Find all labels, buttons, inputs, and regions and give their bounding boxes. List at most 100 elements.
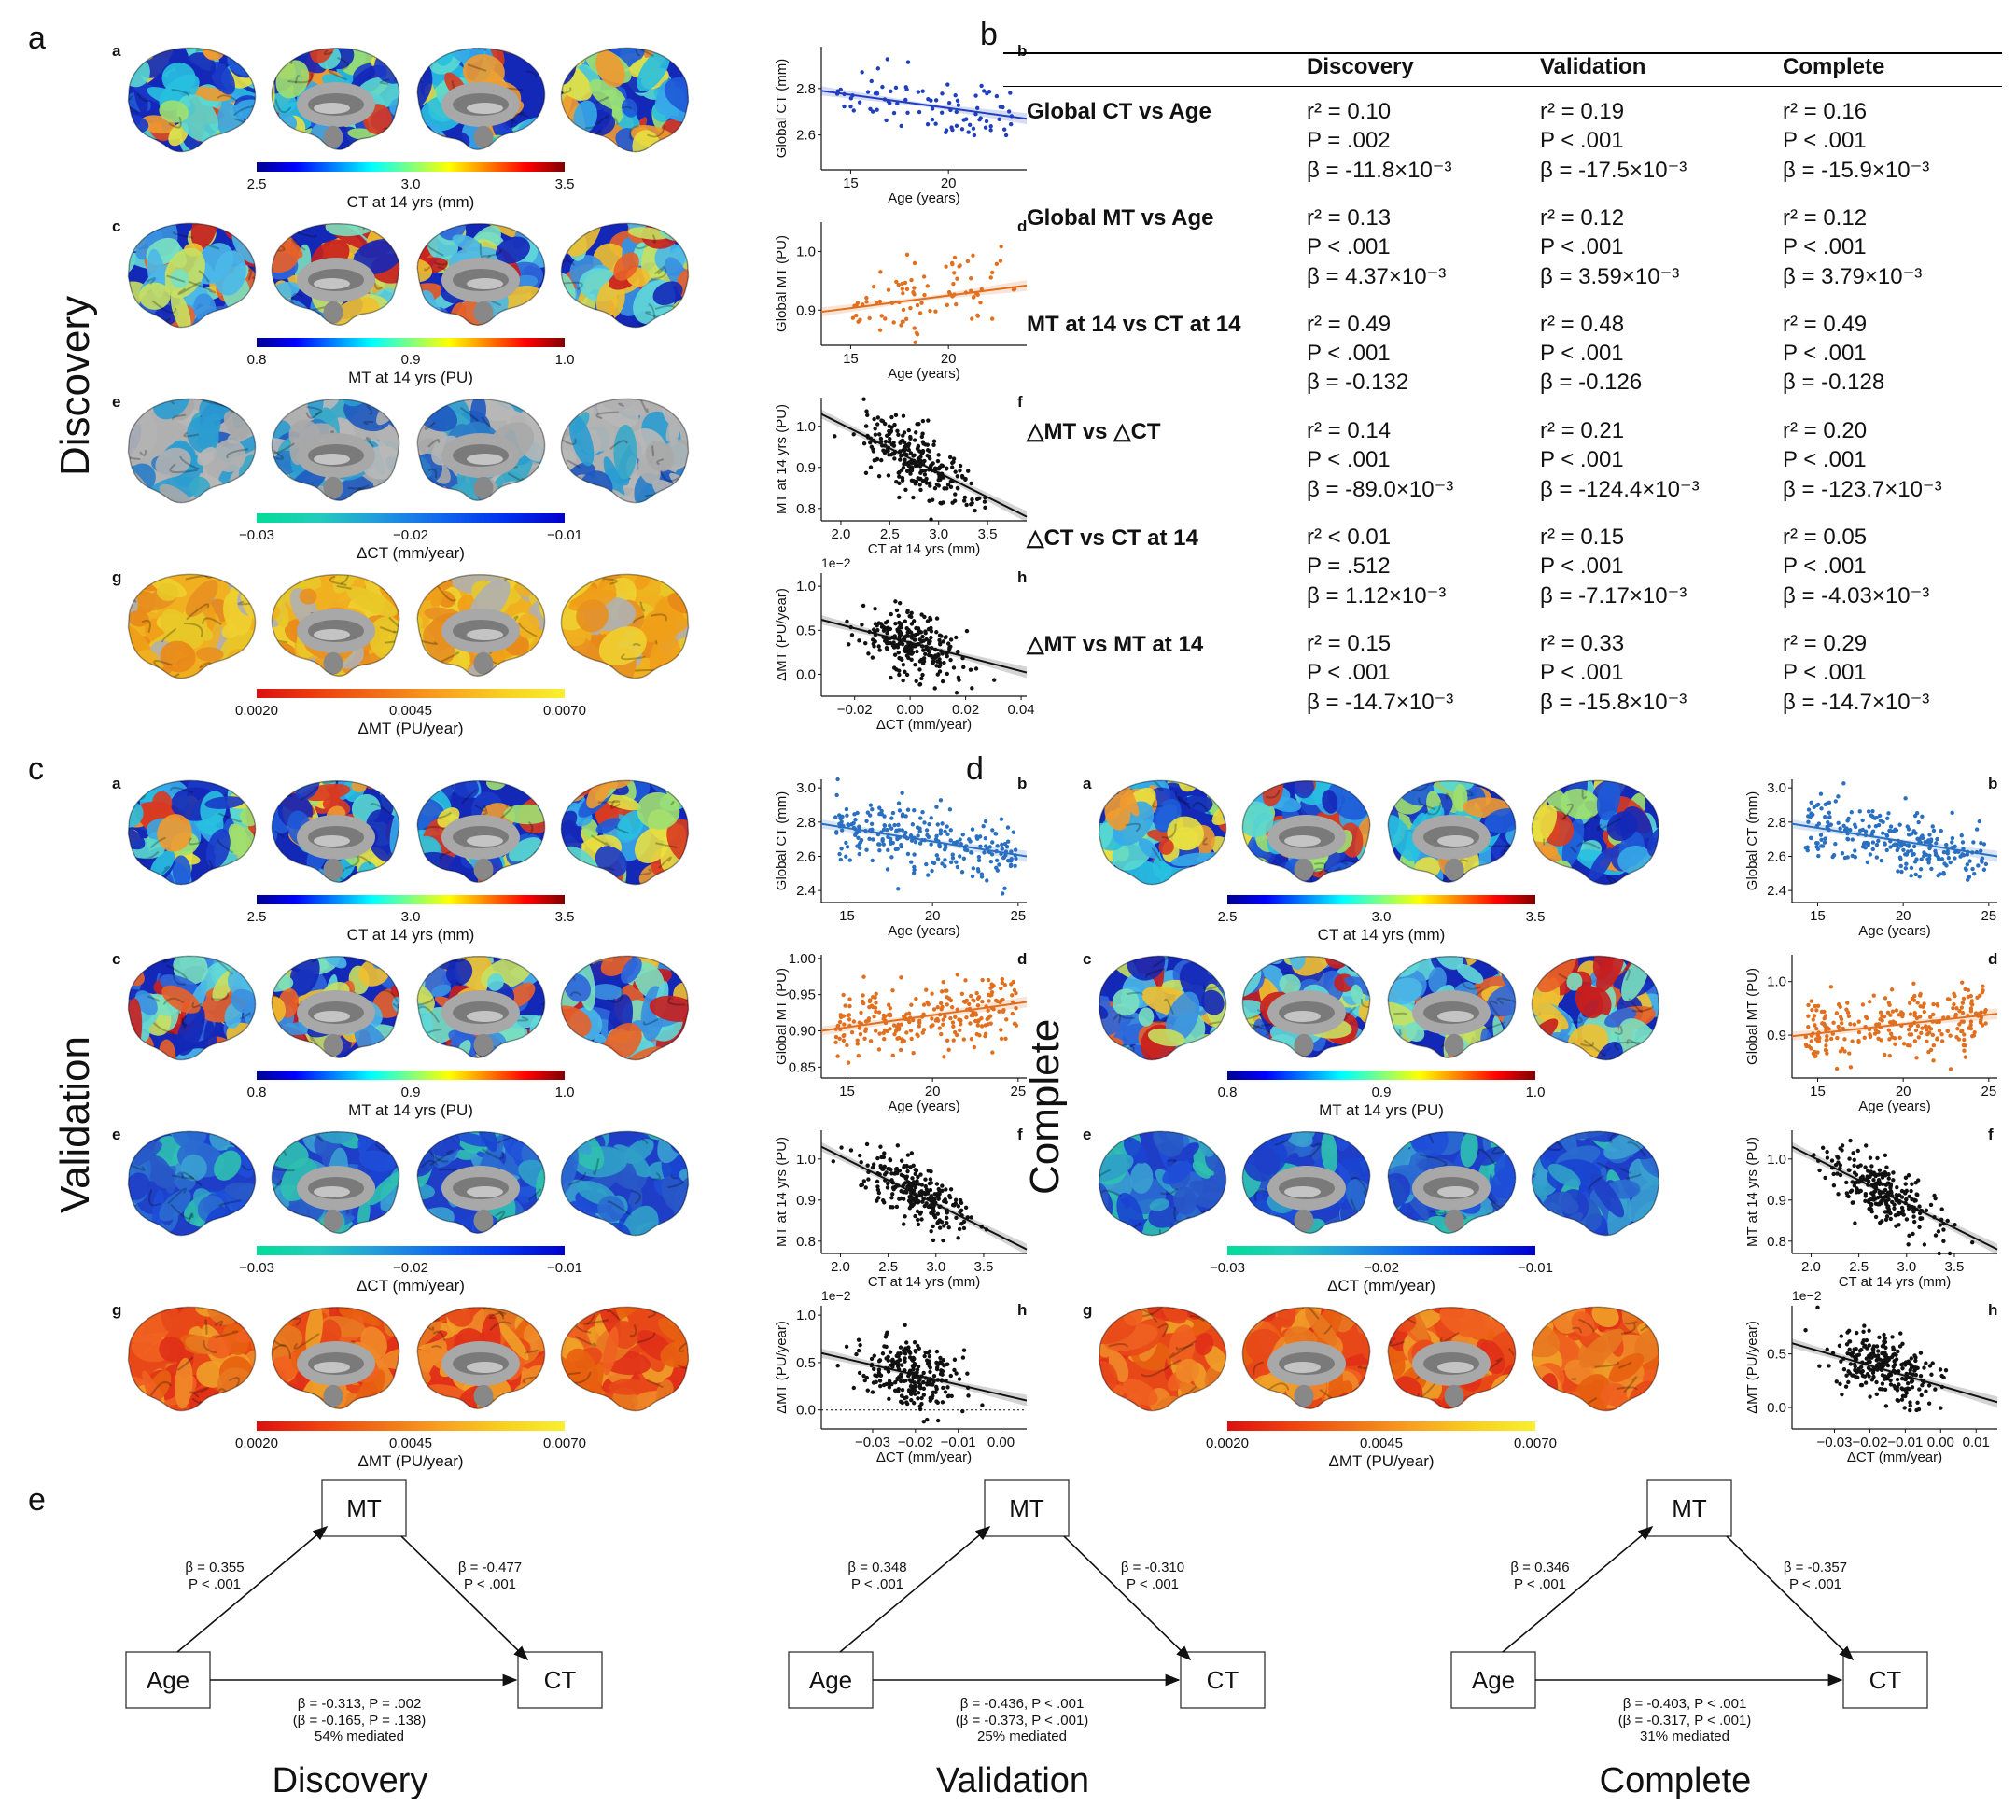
data-point <box>890 1053 895 1058</box>
y-offset-label: 1e−2 <box>821 555 851 570</box>
complete-brain-right-medial <box>1387 1130 1517 1234</box>
data-point <box>1878 1387 1883 1392</box>
data-point <box>911 871 917 875</box>
data-point <box>896 1035 902 1041</box>
data-point <box>1918 991 1923 997</box>
data-point <box>1872 1189 1877 1195</box>
data-point <box>911 1163 916 1169</box>
data-point <box>868 803 874 807</box>
data-point <box>1908 1407 1912 1413</box>
data-point <box>1923 1024 1928 1029</box>
data-point <box>889 826 894 831</box>
data-point <box>1890 1335 1895 1339</box>
data-point <box>1931 1001 1936 1007</box>
data-point <box>854 1351 859 1357</box>
data-point <box>893 1379 898 1385</box>
data-point <box>904 469 910 473</box>
data-point <box>1838 1004 1842 1010</box>
data-point <box>901 307 906 313</box>
complete-brain-left-medial <box>1241 779 1371 883</box>
fit-line <box>820 1351 1028 1402</box>
data-point <box>854 313 859 318</box>
data-point <box>1922 1009 1926 1015</box>
data-point <box>940 861 945 866</box>
data-point <box>1931 1043 1937 1048</box>
data-point <box>841 992 846 998</box>
data-point <box>881 448 886 453</box>
y-tick-label: 0.8 <box>796 501 816 517</box>
data-point <box>1953 1223 1957 1227</box>
data-point <box>936 453 941 457</box>
data-point <box>931 1213 937 1218</box>
x-tick-label: 20 <box>1896 1084 1911 1099</box>
data-point <box>1838 1172 1843 1178</box>
y-tick-label: 2.8 <box>1767 815 1786 831</box>
data-point <box>1913 831 1918 835</box>
data-point <box>917 1182 921 1186</box>
data-point <box>946 289 952 295</box>
table-row-label: Global MT vs Age <box>1027 205 1214 231</box>
y-tick-label: 0.8 <box>1767 1234 1786 1250</box>
data-point <box>916 1222 921 1227</box>
data-point <box>934 1360 939 1365</box>
data-point <box>1939 1039 1945 1043</box>
data-point <box>1939 828 1943 833</box>
path-c-total: β = -0.403, P < .001 <box>1623 1696 1747 1712</box>
data-point <box>891 1186 896 1192</box>
data-point <box>961 1225 967 1231</box>
data-point <box>897 481 902 486</box>
data-point <box>1860 1002 1866 1007</box>
data-point <box>1868 1394 1872 1399</box>
data-point <box>1969 1002 1975 1007</box>
data-point <box>1943 1367 1949 1373</box>
data-point <box>1852 1022 1857 1027</box>
data-point <box>956 103 961 107</box>
data-point <box>927 449 932 454</box>
data-point <box>1857 828 1863 833</box>
data-point <box>1926 1401 1932 1406</box>
data-point <box>1848 1138 1853 1143</box>
data-point <box>903 442 909 448</box>
data-point <box>920 1030 925 1035</box>
data-point <box>893 413 899 417</box>
data-point <box>909 647 914 651</box>
path-a-beta: β = 0.346 <box>1510 1560 1569 1575</box>
data-point <box>890 988 895 993</box>
data-point <box>936 1186 941 1192</box>
data-point <box>905 851 911 857</box>
data-point <box>1840 851 1845 856</box>
data-point <box>944 1187 948 1192</box>
data-point <box>904 672 910 678</box>
data-point <box>1853 1364 1857 1369</box>
data-point <box>909 1002 914 1007</box>
data-point <box>1908 1371 1912 1376</box>
table-cell: P < .001 <box>1783 447 1867 472</box>
data-point <box>1879 1038 1883 1043</box>
data-point <box>1833 841 1838 847</box>
data-point <box>976 854 982 860</box>
data-point <box>888 101 892 105</box>
data-point <box>1897 822 1902 827</box>
data-point <box>1846 1014 1852 1019</box>
data-point <box>931 1238 936 1243</box>
data-point <box>1936 854 1940 860</box>
data-point <box>1833 799 1838 804</box>
data-point <box>909 460 915 466</box>
data-point <box>861 1001 866 1006</box>
data-point <box>1823 1025 1828 1029</box>
data-point <box>909 1036 914 1042</box>
data-point <box>903 1379 908 1383</box>
group-title-validation: Validation <box>52 1036 98 1213</box>
data-point <box>857 638 861 643</box>
validation-colorbar-1-tick: 1.0 <box>555 1085 575 1100</box>
y-tick-label: 1.0 <box>796 244 816 259</box>
data-point <box>1910 852 1915 858</box>
y-tick-label: 3.0 <box>796 780 816 796</box>
data-point <box>1952 1001 1956 1007</box>
y-tick-label: 2.8 <box>796 815 816 831</box>
data-point <box>1859 1347 1864 1352</box>
discovery-colorbar-1-tick: 1.0 <box>555 352 575 368</box>
data-point <box>973 93 978 98</box>
data-point <box>912 453 917 457</box>
